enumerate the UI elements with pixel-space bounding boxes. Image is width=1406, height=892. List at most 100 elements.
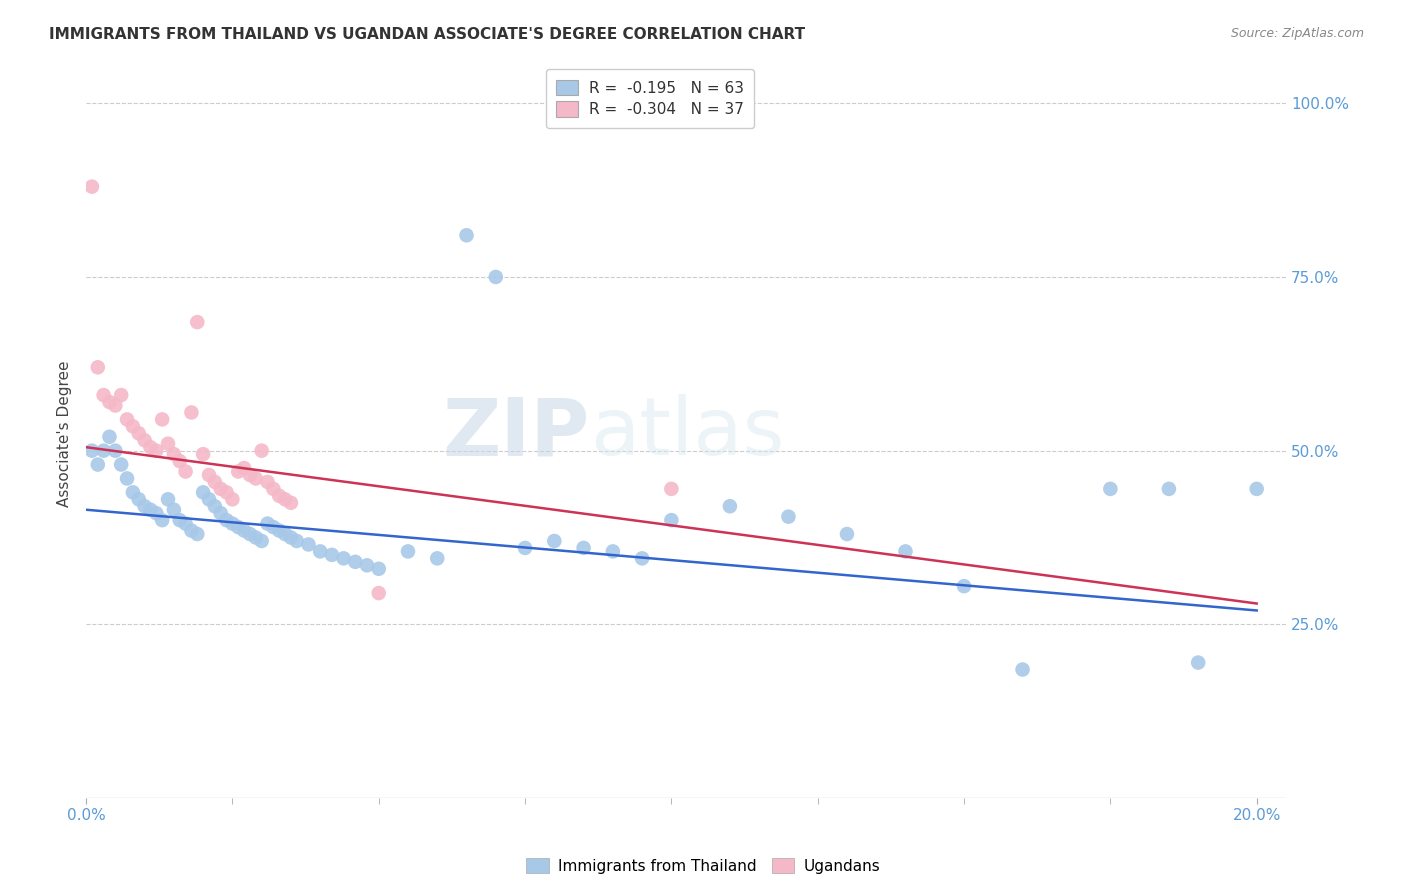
Point: [93, 443, 115, 458]
Point: [221, 492, 243, 507]
Point: [280, 531, 302, 545]
Point: [367, 562, 389, 576]
Point: [80, 179, 103, 194]
Point: [145, 506, 167, 520]
Point: [778, 509, 800, 524]
Point: [572, 541, 595, 555]
Point: [104, 399, 127, 413]
Point: [139, 502, 162, 516]
Point: [269, 524, 291, 538]
Point: [835, 527, 858, 541]
Point: [356, 558, 378, 573]
Point: [169, 513, 191, 527]
Point: [180, 524, 202, 538]
Point: [245, 531, 267, 545]
Point: [297, 537, 319, 551]
Point: [250, 443, 273, 458]
Point: [198, 467, 221, 482]
Point: [543, 533, 565, 548]
Point: [661, 513, 683, 527]
Point: [280, 496, 302, 510]
Point: [215, 513, 238, 527]
Point: [894, 544, 917, 558]
Point: [87, 360, 110, 375]
Point: [1011, 663, 1033, 677]
Point: [396, 544, 419, 558]
Point: [115, 471, 138, 485]
Point: [98, 430, 121, 444]
Point: [128, 492, 150, 507]
Point: [250, 533, 273, 548]
Point: [344, 555, 367, 569]
Point: [169, 454, 191, 468]
Point: [1099, 482, 1122, 496]
Point: [110, 458, 132, 472]
Point: [233, 524, 256, 538]
Point: [285, 533, 308, 548]
Point: [256, 475, 278, 489]
Point: [150, 513, 173, 527]
Point: [631, 551, 654, 566]
Legend: R =  -0.195   N = 63, R =  -0.304   N = 37: R = -0.195 N = 63, R = -0.304 N = 37: [546, 69, 754, 128]
Point: [134, 500, 156, 514]
Point: [332, 551, 354, 566]
Point: [180, 405, 202, 419]
Point: [163, 447, 186, 461]
Point: [145, 443, 167, 458]
Point: [1157, 482, 1180, 496]
Point: [1246, 482, 1268, 496]
Point: [262, 482, 284, 496]
Point: [139, 440, 162, 454]
Point: [269, 489, 291, 503]
Point: [245, 471, 267, 485]
Point: [122, 419, 145, 434]
Point: [367, 586, 389, 600]
Point: [602, 544, 624, 558]
Point: [426, 551, 449, 566]
Point: [226, 520, 249, 534]
Point: [186, 315, 208, 329]
Point: [156, 492, 179, 507]
Point: [134, 434, 156, 448]
Point: [156, 436, 179, 450]
Point: [204, 500, 226, 514]
Point: [239, 527, 262, 541]
Point: [215, 485, 238, 500]
Y-axis label: Associate's Degree: Associate's Degree: [58, 360, 72, 507]
Point: [191, 485, 214, 500]
Point: [321, 548, 343, 562]
Point: [953, 579, 976, 593]
Text: IMMIGRANTS FROM THAILAND VS UGANDAN ASSOCIATE'S DEGREE CORRELATION CHART: IMMIGRANTS FROM THAILAND VS UGANDAN ASSO…: [49, 27, 806, 42]
Point: [110, 388, 132, 402]
Point: [513, 541, 536, 555]
Point: [209, 506, 232, 520]
Point: [456, 228, 478, 243]
Point: [122, 485, 145, 500]
Point: [128, 426, 150, 441]
Point: [239, 467, 262, 482]
Point: [80, 443, 103, 458]
Text: ZIP: ZIP: [443, 394, 591, 472]
Point: [262, 520, 284, 534]
Point: [226, 465, 249, 479]
Text: Source: ZipAtlas.com: Source: ZipAtlas.com: [1230, 27, 1364, 40]
Point: [93, 388, 115, 402]
Point: [163, 502, 186, 516]
Point: [274, 527, 297, 541]
Point: [209, 482, 232, 496]
Point: [485, 269, 508, 284]
Point: [1187, 656, 1209, 670]
Point: [221, 516, 243, 531]
Point: [150, 412, 173, 426]
Point: [718, 500, 741, 514]
Point: [104, 443, 127, 458]
Point: [186, 527, 208, 541]
Point: [198, 492, 221, 507]
Legend: Immigrants from Thailand, Ugandans: Immigrants from Thailand, Ugandans: [519, 852, 887, 880]
Point: [174, 465, 197, 479]
Point: [256, 516, 278, 531]
Point: [233, 461, 256, 475]
Point: [309, 544, 332, 558]
Point: [274, 492, 297, 507]
Text: atlas: atlas: [591, 394, 785, 472]
